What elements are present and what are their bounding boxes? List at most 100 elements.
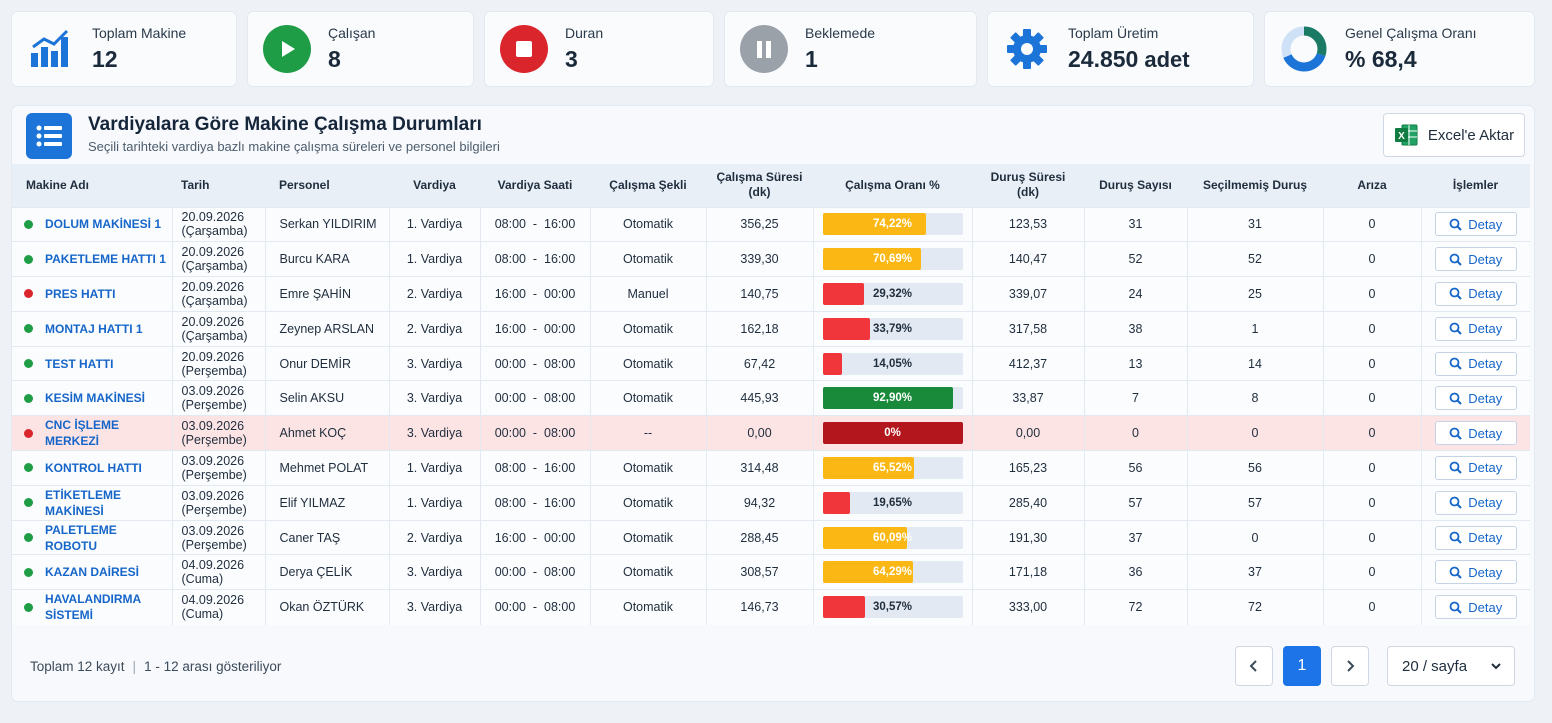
shift-time-cell: 00:00 - 08:00 [479,346,590,381]
machine-name-link[interactable]: MONTAJ HATTI 1 [45,321,143,336]
col-personnel[interactable]: Personel [279,177,330,192]
table-row[interactable]: PAKETLEME HATTI 1 20.09.2026 (Çarşamba) Bur… [12,241,1530,277]
machine-name-link[interactable]: KESİM MAKİNESİ [45,391,146,406]
status-dot [24,219,33,229]
stop-count-cell: 56 [1083,450,1187,486]
table-row[interactable]: DOLUM MAKİNESİ 1 20.09.2026 (Çarşamba) Serk… [12,207,1530,242]
rate-label: 92,90% [872,392,912,405]
col-shift-time[interactable]: Vardiya Saati [497,177,573,192]
table-row[interactable]: ETİKETLEME MAKİNESİ 03.09.2026 (Perşembe) E… [12,485,1530,521]
detail-label: Detay [1468,425,1503,441]
fault-cell: 0 [1322,311,1421,347]
shift-cell: 3. Vardiya [388,554,480,590]
detail-button[interactable]: Detay [1434,421,1517,446]
detail-button[interactable]: Detay [1434,212,1517,237]
col-stop-time[interactable]: Duruş Süresi (dk) [972,164,1084,207]
stat-label: Toplam Makine [92,25,187,41]
time-end: 08:00 [544,600,576,615]
search-icon [1449,427,1462,440]
time-start: 08:00 [494,460,526,475]
rate-bar: 14,05% [822,352,963,375]
rate-cell: 14,05% [812,346,972,381]
col-fault[interactable]: Arıza [1357,177,1387,192]
detail-button[interactable]: Detay [1434,490,1517,515]
date-value: 03.09.2026 [181,453,245,468]
actions-cell: Detay [1420,450,1530,486]
work-time-cell: 146,73 [705,589,813,625]
machine-name-link[interactable]: KAZAN DAİRESİ [45,565,140,580]
shift-time-cell: 00:00 - 08:00 [479,554,590,590]
selected-stop-cell: 57 [1186,485,1323,521]
table-row[interactable]: MONTAJ HATTI 1 20.09.2026 (Çarşamba) Zeynep… [12,311,1530,347]
time-end: 08:00 [544,426,576,441]
table-row[interactable]: PRES HATTI 20.09.2026 (Çarşamba) Emre ŞAHİN… [12,276,1530,312]
table-row[interactable]: KESİM MAKİNESİ 03.09.2026 (Perşembe) Selin … [12,380,1530,416]
panel-title: Vardiyalara Göre Makine Çalışma Durumlar… [88,114,482,135]
detail-button[interactable]: Detay [1434,281,1517,306]
machine-name-link[interactable]: PAKETLEME HATTI 1 [45,252,166,267]
personnel-cell: Burcu KARA [264,241,389,277]
machine-cell: KESİM MAKİNESİ [12,381,172,416]
table-row[interactable]: KONTROL HATTI 03.09.2026 (Perşembe) Mehmet … [12,450,1530,486]
page-size-select[interactable]: 20 / sayfa [1387,646,1515,686]
date-value: 20.09.2026 [181,349,245,364]
detail-button[interactable]: Detay [1434,386,1517,411]
prev-page-button[interactable] [1235,646,1273,686]
col-selected-stop[interactable]: Seçilmemiş Duruş [1202,177,1308,192]
shift-cell: 3. Vardiya [388,415,480,451]
machine-name-link[interactable]: ETİKETLEME MAKİNESİ [45,487,122,518]
rate-label: 64,29% [872,566,912,579]
detail-button[interactable]: Detay [1434,316,1517,341]
table-row[interactable]: CNC İŞLEME MERKEZİ 03.09.2026 (Perşembe) Ah… [12,415,1530,451]
rate-bar: 74,22% [822,213,963,236]
machine-name-link[interactable]: PRES HATTI [45,286,116,301]
chevron-left-icon [1249,660,1257,672]
mode-cell: Otomatik [589,554,706,590]
col-stop-count[interactable]: Duruş Sayısı [1099,177,1172,192]
rate-bar: 65,52% [822,456,963,479]
time-end: 00:00 [544,530,576,545]
stop-time-cell: 285,40 [971,485,1084,521]
table-row[interactable]: KAZAN DAİRESİ 04.09.2026 (Cuma) Derya ÇELİK… [12,554,1530,590]
selected-stop-cell: 31 [1186,207,1323,242]
stop-count-cell: 37 [1083,520,1187,555]
personnel-cell: Emre ŞAHİN [264,276,389,312]
next-page-button[interactable] [1331,646,1369,686]
machine-name-link[interactable]: TEST HATTI [45,356,114,371]
table-row[interactable]: HAVALANDIRMA SİSTEMİ 04.09.2026 (Cuma) Okan… [12,589,1530,625]
machine-name-link[interactable]: KONTROL HATTI [45,460,142,475]
table-row[interactable]: TEST HATTI 20.09.2026 (Perşemba) Onur DEMİR… [12,346,1530,381]
personnel-cell: Derya ÇELİK [264,554,389,590]
page-1-button[interactable]: 1 [1283,646,1321,686]
date-cell: 03.09.2026 (Perşembe) [171,450,265,486]
col-machine[interactable]: Makine Adı [26,177,89,192]
col-shift[interactable]: Vardiya [413,177,456,192]
detail-button[interactable]: Detay [1434,247,1517,272]
machine-name-link[interactable]: DOLUM MAKİNESİ 1 [45,217,162,232]
table-row[interactable]: PALETLEME ROBOTU 03.09.2026 (Perşembe) Cane… [12,520,1530,555]
machine-name-link[interactable]: HAVALANDIRMA SİSTEMİ [45,592,141,623]
actions-cell: Detay [1420,589,1530,625]
status-dot [24,289,33,299]
detail-button[interactable]: Detay [1434,595,1517,620]
detail-button[interactable]: Detay [1434,351,1517,376]
machine-name-link[interactable]: PALETLEME ROBOTU [45,522,117,553]
shift-time-cell: 00:00 - 08:00 [479,415,590,451]
shift-cell: 2. Vardiya [388,520,480,555]
stat-value: 1 [805,46,818,72]
stop-time-cell: 0,00 [971,415,1084,451]
fault-cell: 0 [1322,415,1421,451]
fault-cell: 0 [1322,346,1421,381]
excel-export-button[interactable]: X Excel'e Aktar [1383,113,1525,157]
col-mode[interactable]: Çalışma Şekli [609,177,687,192]
time-end: 08:00 [544,391,576,406]
detail-button[interactable]: Detay [1434,455,1517,480]
col-date[interactable]: Tarih [181,177,210,192]
detail-button[interactable]: Detay [1434,560,1517,585]
col-rate[interactable]: Çalışma Oranı % [845,177,940,192]
personnel-cell: Ahmet KOÇ [264,415,389,451]
detail-button[interactable]: Detay [1434,525,1517,550]
stop-time-cell: 317,58 [971,311,1084,347]
col-work-time[interactable]: Çalışma Süresi (dk) [706,164,813,207]
machine-name-link[interactable]: CNC İŞLEME MERKEZİ [45,418,120,449]
